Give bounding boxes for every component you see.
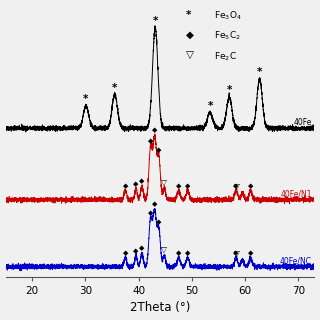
Text: ◆: ◆ — [133, 181, 139, 187]
Text: *: * — [257, 67, 262, 77]
Text: ◆: ◆ — [156, 147, 162, 153]
X-axis label: 2Theta (°): 2Theta (°) — [130, 301, 190, 315]
Text: 40Fe/N1: 40Fe/N1 — [280, 189, 312, 199]
Text: ◆: ◆ — [123, 250, 128, 256]
Text: ◆: ◆ — [248, 183, 253, 189]
Text: Fe$_2$C: Fe$_2$C — [214, 50, 237, 63]
Text: ▽: ▽ — [234, 182, 240, 191]
Text: *: * — [153, 16, 158, 26]
Text: ◆: ◆ — [234, 250, 239, 256]
Text: ◆: ◆ — [139, 179, 145, 185]
Text: 40Fe/NC: 40Fe/NC — [280, 257, 312, 266]
Text: *: * — [207, 100, 213, 110]
Text: ◆: ◆ — [152, 128, 157, 133]
Text: Fe$_5$C$_2$: Fe$_5$C$_2$ — [214, 30, 241, 43]
Text: 40Fe: 40Fe — [293, 118, 312, 127]
Text: ▽: ▽ — [186, 50, 194, 60]
Text: ▽: ▽ — [161, 245, 167, 254]
Text: ◆: ◆ — [123, 183, 128, 189]
Text: ◆: ◆ — [148, 139, 153, 144]
Text: ◆: ◆ — [152, 201, 157, 207]
Text: ◆: ◆ — [185, 183, 190, 189]
Text: ◆: ◆ — [139, 245, 145, 252]
Text: *: * — [83, 94, 89, 104]
Text: ◆: ◆ — [133, 248, 139, 254]
Text: ▽: ▽ — [234, 249, 240, 258]
Text: *: * — [112, 83, 117, 93]
Text: ◆: ◆ — [148, 210, 153, 216]
Text: ◆: ◆ — [248, 250, 253, 256]
Text: ◆: ◆ — [234, 183, 239, 189]
Text: ◆: ◆ — [186, 30, 194, 40]
Text: ◆: ◆ — [185, 250, 190, 256]
Text: ◆: ◆ — [176, 183, 181, 189]
Text: ◆: ◆ — [156, 219, 162, 225]
Text: Fe$_3$O$_4$: Fe$_3$O$_4$ — [214, 10, 242, 22]
Text: ▽: ▽ — [161, 178, 167, 187]
Text: *: * — [227, 85, 232, 95]
Text: *: * — [186, 10, 192, 20]
Text: ◆: ◆ — [176, 250, 181, 256]
